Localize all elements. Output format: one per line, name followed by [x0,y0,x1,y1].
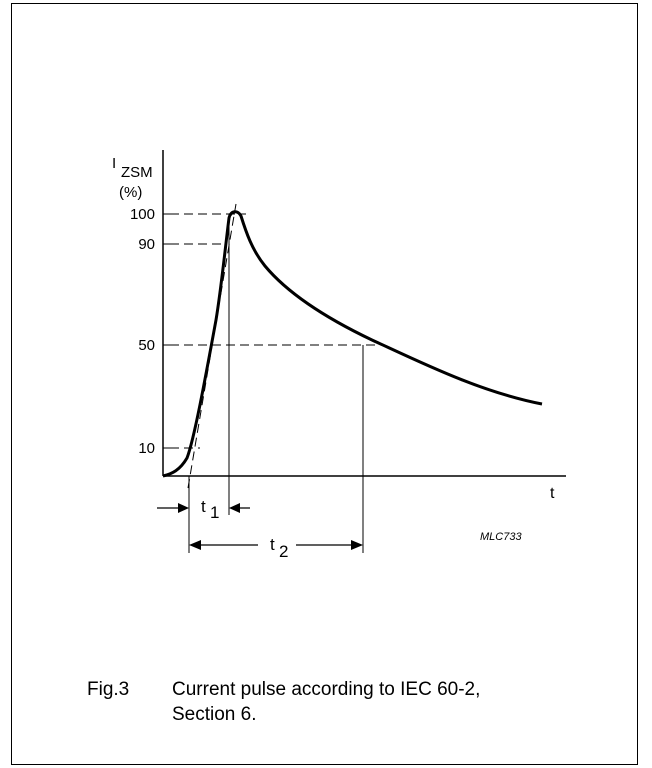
t1-right-arrowhead [229,503,240,513]
y-axis-subscript: ZSM [121,164,153,181]
y-tick-label-10: 10 [138,440,155,457]
figure-number: Fig.3 [87,679,130,700]
y-axis-symbol: I [112,155,116,172]
y-tick-label-50: 50 [138,337,155,354]
t2-arrowhead-left [189,540,201,550]
y-axis-unit: (%) [119,184,142,201]
caption-text: Current pulse according to IEC 60-2, Sec… [172,679,481,725]
x-axis-symbol: t [550,485,555,502]
t2-symbol: t [270,535,275,554]
t2-subscript: 2 [279,542,288,561]
pulse-curve [162,210,543,478]
y-tick-label-100: 100 [130,206,155,223]
t1-left-arrowhead [178,503,189,513]
y-tick-label-90: 90 [138,236,155,253]
t1-subscript: 1 [210,503,219,522]
t1-symbol: t [201,497,206,516]
figure-frame [11,3,638,765]
figure-code: MLC733 [480,531,522,543]
t2-arrowhead-right [351,540,363,550]
